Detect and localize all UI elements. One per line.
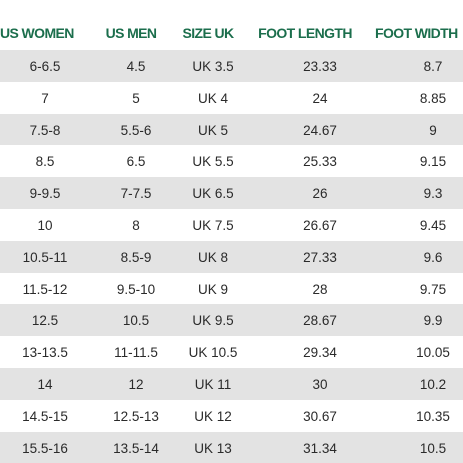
table-row: 11.5-12 9.5-10 UK 9 28 9.75	[0, 272, 463, 305]
us-women-cell: 6-6.5	[29, 59, 61, 74]
foot-length-cell: 26	[312, 186, 328, 202]
us-women-cell: 14	[37, 376, 53, 392]
us-women-cell: 15.5-16	[22, 440, 68, 456]
foot-width-cell: 9.6	[423, 249, 443, 265]
foot-length-cell: 24	[312, 90, 328, 106]
foot-length-cell: 26.67	[303, 217, 337, 233]
foot-length-cell: 25.33	[303, 154, 337, 170]
size-uk-cell: UK 12	[194, 408, 232, 424]
table-row: 10.5-11 8.5-9 UK 8 27.33 9.6	[0, 240, 463, 273]
foot-width-cell: 9.9	[423, 313, 443, 329]
table-row: 7.5-8 5.5-6 UK 5 24.67 9	[0, 113, 463, 146]
size-uk-cell: UK 9	[197, 281, 228, 297]
us-men-cell: 9.5-10	[116, 281, 156, 297]
size-uk-cell: UK 5	[197, 122, 228, 138]
size-uk-cell: UK 13	[194, 440, 232, 456]
foot-width-cell: 10.05	[416, 345, 450, 361]
size-uk-cell: UK 9.5	[192, 313, 234, 329]
foot-width-cell: 10.5	[419, 440, 447, 456]
foot-length-cell: 29.34	[303, 345, 337, 361]
table-row: 8.5 6.5 UK 5.5 25.33 9.15	[0, 145, 463, 178]
table-row: 10 8 UK 7.5 26.67 9.45	[0, 208, 463, 241]
table-row: 12.5 10.5 UK 9.5 28.67 9.9	[0, 304, 463, 337]
size-uk-cell: UK 11	[194, 376, 232, 392]
header-size-uk: SIZE UK	[182, 25, 234, 41]
foot-length-cell: 30	[312, 376, 328, 392]
foot-width-cell: 9.75	[419, 281, 447, 297]
foot-length-cell: 31.34	[303, 440, 337, 456]
us-men-cell: 10.5	[122, 313, 150, 329]
us-men-cell: 4.5	[126, 59, 146, 74]
us-men-cell: 11-11.5	[114, 345, 158, 361]
us-women-cell: 10.5-11	[22, 249, 68, 265]
us-men-cell: 6.5	[126, 154, 146, 170]
header-us-men: US MEN	[105, 25, 157, 41]
table-body: 6-6.5 4.5 UK 3.5 23.33 8.7 7 5 UK 4 24 8.85 7.5-8 5…	[0, 50, 463, 463]
us-women-cell: 7	[41, 90, 49, 106]
table-row: 15.5-16 13.5-14 UK 13 31.34 10.5	[0, 431, 463, 463]
us-women-cell: 10	[37, 217, 53, 233]
us-women-cell: 12.5	[31, 313, 59, 329]
size-uk-cell: UK 3.5	[192, 59, 234, 74]
foot-width-cell: 8.85	[419, 90, 447, 106]
foot-width-cell: 9.15	[419, 154, 447, 170]
table-row: 14 12 UK 11 30 10.2	[0, 367, 463, 400]
us-men-cell: 5.5-6	[120, 122, 152, 138]
size-uk-cell: UK 4	[197, 90, 228, 106]
foot-width-cell: 8.7	[423, 59, 443, 74]
foot-length-cell: 30.67	[303, 408, 337, 424]
foot-length-cell: 23.33	[303, 59, 337, 74]
size-uk-cell: UK 5.5	[192, 154, 234, 170]
table-header-row: US WOMEN US MEN SIZE UK FOOT LENGTH FOOT…	[0, 0, 463, 50]
table-row: 14.5-15 12.5-13 UK 12 30.67 10.35	[0, 399, 463, 432]
foot-width-cell: 9.3	[423, 186, 443, 202]
foot-width-cell: 9.45	[419, 217, 447, 233]
us-women-cell: 13-13.5	[22, 345, 68, 361]
us-women-cell: 11.5-12	[22, 281, 68, 297]
foot-width-cell: 10.35	[416, 408, 450, 424]
table-row: 9-9.5 7-7.5 UK 6.5 26 9.3	[0, 177, 463, 209]
us-men-cell: 5	[132, 90, 140, 106]
us-men-cell: 12.5-13	[113, 408, 159, 424]
foot-length-cell: 27.33	[303, 249, 337, 265]
foot-length-cell: 24.67	[303, 122, 337, 138]
foot-width-cell: 9	[429, 122, 437, 138]
us-women-cell: 9-9.5	[29, 186, 61, 202]
us-women-cell: 7.5-8	[29, 122, 61, 138]
size-uk-cell: UK 10.5	[188, 345, 238, 361]
foot-length-cell: 28.67	[303, 313, 337, 329]
size-uk-cell: UK 8	[197, 249, 228, 265]
size-uk-cell: UK 7.5	[192, 217, 234, 233]
foot-length-cell: 28	[312, 281, 328, 297]
us-men-cell: 13.5-14	[113, 440, 159, 456]
us-men-cell: 8.5-9	[120, 249, 152, 265]
table-row: 13-13.5 11-11.5 UK 10.5 29.34 10.05	[0, 336, 463, 368]
table-row: 6-6.5 4.5 UK 3.5 23.33 8.7	[0, 50, 463, 82]
table-row: 7 5 UK 4 24 8.85	[0, 81, 463, 114]
header-foot-length: FOOT LENGTH	[258, 25, 352, 41]
us-men-cell: 7-7.5	[120, 186, 152, 202]
header-foot-width: FOOT WIDTH	[375, 25, 458, 41]
foot-width-cell: 10.2	[419, 376, 447, 392]
us-women-cell: 8.5	[35, 154, 55, 170]
size-uk-cell: UK 6.5	[192, 186, 234, 202]
us-women-cell: 14.5-15	[22, 408, 68, 424]
us-men-cell: 8	[132, 217, 140, 233]
header-us-women: US WOMEN	[0, 25, 74, 41]
us-men-cell: 12	[128, 376, 144, 392]
